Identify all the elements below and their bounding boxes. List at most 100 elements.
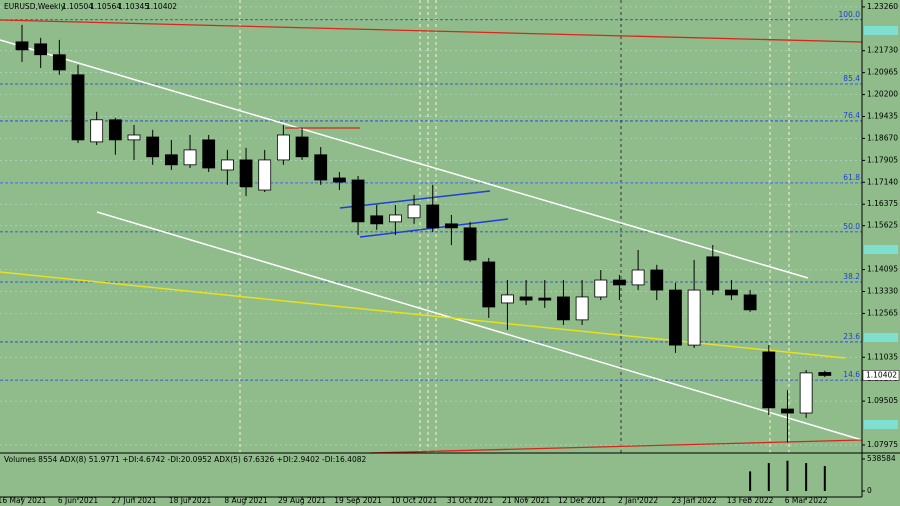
x-tick-label: 19 Sep 2021 xyxy=(334,496,382,505)
candle-body xyxy=(71,74,85,141)
fib-label: 76.4 xyxy=(843,111,860,120)
ohlc-close: 1.10402 xyxy=(146,2,177,11)
candle-body xyxy=(332,177,346,183)
candle-body xyxy=(725,289,738,296)
y-tick-label: 1.23260 xyxy=(867,2,898,11)
candle-body xyxy=(743,294,757,311)
trend-line xyxy=(339,190,491,209)
candle-body xyxy=(687,289,701,346)
fib-levels: 100.0 85.4 76.4 61.8 50.0 38.2 23.6 14.6 xyxy=(0,10,862,381)
candle-body xyxy=(183,149,197,166)
candle-body xyxy=(594,279,608,298)
candle-body xyxy=(762,351,776,409)
level-marker xyxy=(864,26,898,35)
y-tick-label: 1.17905 xyxy=(867,155,898,164)
y-tick-label: 1.19435 xyxy=(867,112,898,121)
candle-body xyxy=(706,256,720,291)
trend-line xyxy=(96,211,863,441)
trend-line xyxy=(369,439,863,454)
candle-body xyxy=(519,296,533,301)
y-tick-label: 1.16375 xyxy=(867,199,898,208)
candle-body xyxy=(108,119,122,141)
candle-body xyxy=(127,134,141,141)
candle-body xyxy=(351,179,365,223)
x-tick-label: 6 Jun 2021 xyxy=(58,496,99,505)
candle-body xyxy=(538,297,552,301)
candle-body xyxy=(426,204,440,229)
candle-body xyxy=(631,269,645,286)
candle-body xyxy=(295,136,309,158)
candle-body xyxy=(370,215,384,225)
candle-body xyxy=(613,279,626,286)
x-tick-label: 18 Jul 2021 xyxy=(169,496,212,505)
fib-label: 23.6 xyxy=(843,332,860,341)
candle-body xyxy=(445,223,458,229)
candles xyxy=(15,24,832,443)
fib-label: 50.0 xyxy=(843,222,860,231)
candle-body xyxy=(164,154,178,166)
fib-label: 14.6 xyxy=(843,370,860,379)
candle-body xyxy=(501,294,514,304)
x-tick-label: 31 Oct 2021 xyxy=(447,496,494,505)
candle-body xyxy=(146,136,160,158)
y-tick-label: 1.18670 xyxy=(867,133,898,142)
volume-tick-label: 538584 xyxy=(867,454,896,463)
candle-body xyxy=(258,159,272,191)
candle-body xyxy=(276,134,290,161)
x-tick-label: 12 Dec 2021 xyxy=(558,496,606,505)
volume-tick-label: 0 xyxy=(867,486,872,495)
candle-body xyxy=(52,54,66,71)
price-axis: 1.23260 1.21730 1.20965 1.20200 1.19435 1.186… xyxy=(862,2,900,449)
candle-body xyxy=(220,159,234,171)
x-tick-label: 13 Feb 2022 xyxy=(727,496,774,505)
candle-body xyxy=(407,204,421,219)
x-tick-label: 6 Mar 2022 xyxy=(785,496,828,505)
candle-body xyxy=(781,408,794,414)
y-tick-label: 1.17140 xyxy=(867,177,898,186)
x-tick-label: 10 Oct 2021 xyxy=(391,496,438,505)
x-tick-label: 2 Jan 2022 xyxy=(618,496,658,505)
y-tick-label: 1.20200 xyxy=(867,90,898,99)
candle-body xyxy=(15,41,29,51)
y-tick-label: 1.12565 xyxy=(867,308,898,317)
candle-body xyxy=(482,261,496,308)
candle-body xyxy=(818,372,832,376)
level-marker xyxy=(864,333,898,342)
candle-body xyxy=(669,289,682,346)
x-tick-label: 8 Aug 2021 xyxy=(224,496,267,505)
y-tick-label: 1.11035 xyxy=(867,352,898,361)
ohlc-open: 1.10504 xyxy=(62,2,93,11)
time-axis: 16 May 2021 6 Jun 2021 27 Jun 2021 18 Jul 2… xyxy=(0,496,828,505)
y-tick-label: 1.21730 xyxy=(867,46,898,55)
volume-panel: 0 538584 xyxy=(749,454,896,495)
y-tick-label: 1.20965 xyxy=(867,68,898,77)
y-tick-label: 1.15625 xyxy=(867,221,898,230)
candle-body xyxy=(463,227,477,261)
current-price: 1.10402 xyxy=(866,370,897,379)
candle-body xyxy=(388,214,402,223)
candle-body xyxy=(239,159,253,188)
x-tick-label: 21 Nov 2021 xyxy=(502,496,550,505)
candle-body xyxy=(575,296,589,321)
trend-line xyxy=(0,271,846,359)
candle-body xyxy=(557,296,570,321)
candle-body xyxy=(34,43,48,56)
fib-label: 61.8 xyxy=(843,173,860,182)
x-tick-label: 16 May 2021 xyxy=(0,496,47,505)
y-tick-label: 1.07975 xyxy=(867,440,898,449)
candle-body xyxy=(90,119,104,143)
ohlc-low: 1.10345 xyxy=(118,2,149,11)
level-marker xyxy=(864,420,898,429)
trend-line xyxy=(0,19,863,43)
level-marker xyxy=(864,245,898,254)
y-tick-label: 1.09505 xyxy=(867,396,898,405)
y-tick-label: 1.14095 xyxy=(867,265,898,274)
candle-body xyxy=(650,269,664,291)
trend-line xyxy=(0,39,809,279)
indicator-title: Volumes 8554 ADX(8) 51.9771 +DI:4.6742 -… xyxy=(4,455,366,464)
candle-body xyxy=(799,372,813,414)
x-tick-label: 27 Jun 2021 xyxy=(111,496,156,505)
candle-body xyxy=(202,139,216,169)
